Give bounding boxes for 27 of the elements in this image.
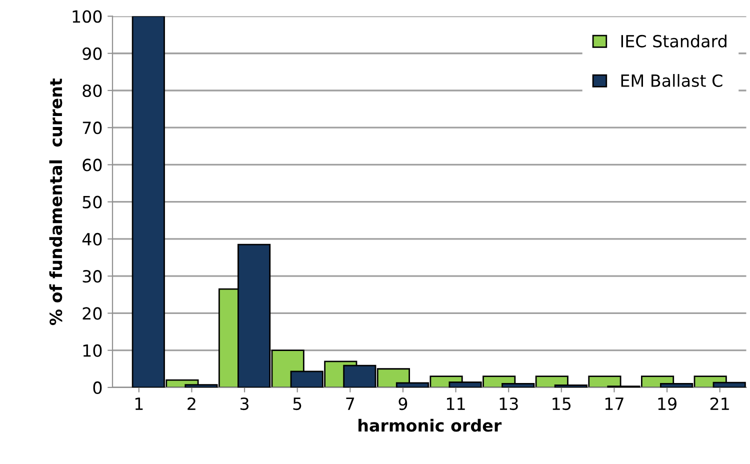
- y-tick-label: 90: [82, 47, 102, 60]
- x-tick-label: 15: [552, 398, 571, 410]
- x-tick-label: 1: [135, 398, 143, 410]
- y-axis-title: % of fundamental current: [49, 78, 62, 326]
- x-tick-label: 3: [240, 397, 248, 410]
- y-tick-label: 60: [82, 158, 102, 172]
- legend-label: IEC Standard: [621, 34, 726, 48]
- x-axis-title: harmonic order: [358, 418, 502, 432]
- x-tick-label: 21: [710, 397, 729, 410]
- y-tick-label: 0: [93, 381, 102, 394]
- y-tick-label: 40: [82, 232, 102, 246]
- x-tick-label: 7: [346, 398, 354, 410]
- x-tick-label: 2: [188, 397, 196, 410]
- x-tick-label: 9: [398, 397, 408, 410]
- x-tick-label: 19: [658, 397, 676, 410]
- y-tick-label: 30: [82, 270, 102, 283]
- y-tick-label: 20: [82, 307, 102, 320]
- x-tick-label: 5: [293, 398, 302, 410]
- y-tick-label: 100: [72, 10, 102, 23]
- y-tick-label: 80: [82, 84, 102, 98]
- y-tick-label: 50: [82, 196, 102, 208]
- x-tick-label: 17: [605, 398, 624, 410]
- x-tick-label: 11: [447, 398, 465, 410]
- legend-label: EM Ballast C: [621, 74, 722, 87]
- x-tick-label: 13: [500, 397, 518, 410]
- y-tick-label: 10: [83, 344, 102, 357]
- y-tick-label: 70: [82, 122, 102, 134]
